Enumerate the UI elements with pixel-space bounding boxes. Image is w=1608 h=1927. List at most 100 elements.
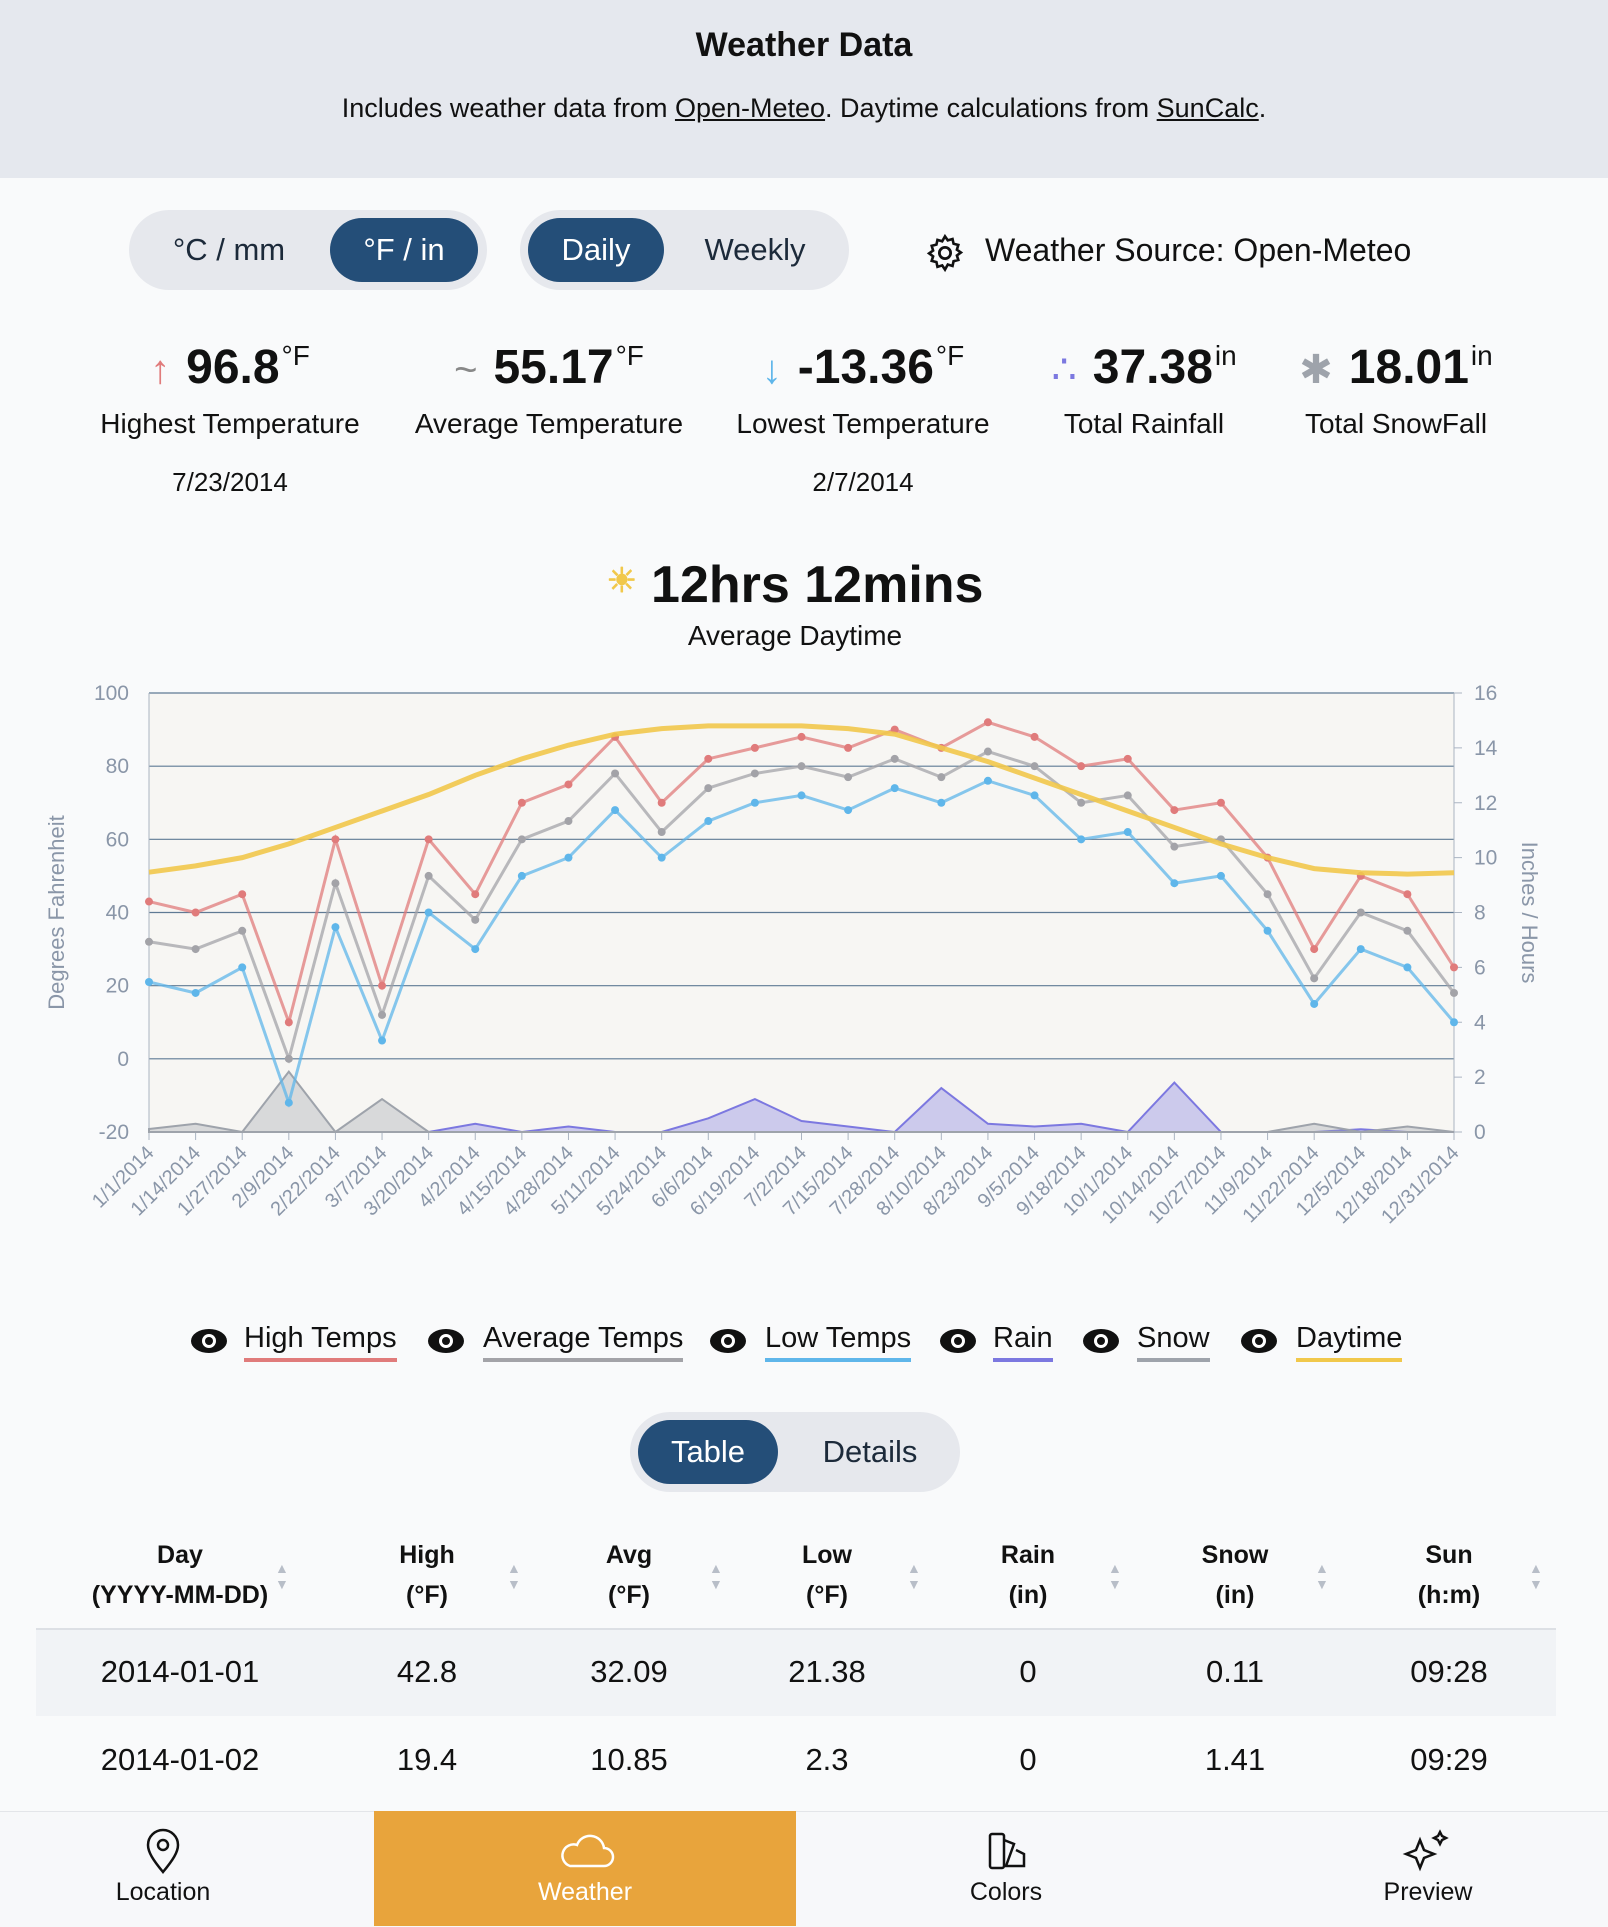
point — [378, 981, 387, 990]
area — [148, 1070, 1455, 1134]
nav-item[interactable]: Weather — [537, 1878, 633, 1906]
y2-tick-label: 14 — [1474, 737, 1498, 760]
stat-number: 18.01 — [1348, 341, 1469, 394]
header: Weather Data Includes weather data from … — [0, 0, 1608, 178]
subtitle: Includes weather data from Open-Meteo. D… — [342, 93, 1266, 124]
point — [1450, 1018, 1458, 1027]
eye-icon[interactable] — [938, 1326, 978, 1356]
y2-tick-label: 12 — [1474, 792, 1497, 815]
unit-toggle: °C / mm °F / in — [129, 210, 487, 290]
y-tick-label: 20 — [106, 975, 129, 998]
point — [983, 776, 992, 785]
view-option[interactable]: Details — [822, 1434, 918, 1469]
point — [1030, 791, 1039, 800]
table-cell: 19.4 — [396, 1742, 458, 1777]
legend-label: Average Temps — [483, 1322, 684, 1362]
eye-icon[interactable] — [189, 1326, 229, 1356]
point — [797, 762, 806, 771]
unit-option-selected[interactable]: °F / in — [330, 218, 478, 282]
table-header: Low (°F) — [802, 1535, 852, 1615]
sort-icon: ▲ ▼ — [709, 1560, 723, 1592]
stat-value: ✱ 18.01in — [1299, 340, 1492, 395]
stat-unit: in — [1214, 340, 1237, 371]
nav-item[interactable]: Location — [115, 1878, 211, 1906]
table-cell: 32.09 — [590, 1654, 668, 1689]
table-header: Sun (h:m) — [1418, 1535, 1480, 1615]
eye-icon[interactable] — [426, 1326, 466, 1356]
y2-tick-label: 0 — [1474, 1121, 1486, 1144]
period-option[interactable]: Weekly — [704, 232, 806, 267]
table-header: Snow (in) — [1202, 1535, 1269, 1615]
point — [191, 988, 200, 997]
point — [1356, 945, 1365, 954]
header-line: Sun — [1425, 1541, 1473, 1569]
eye-icon[interactable] — [1081, 1326, 1121, 1356]
gear-icon[interactable] — [924, 232, 966, 274]
sort-icon: ▲ ▼ — [1529, 1560, 1543, 1592]
stat-number: -13.36 — [797, 341, 934, 394]
stat-label: Lowest Temperature — [736, 408, 990, 439]
legend-entry[interactable]: Rain — [993, 1322, 1053, 1362]
weather-icon — [561, 1834, 615, 1868]
point — [937, 773, 946, 782]
point — [937, 798, 946, 807]
point — [1450, 963, 1458, 972]
stat-date: 2/7/2014 — [812, 467, 914, 497]
table-cell: 10.85 — [590, 1742, 668, 1777]
unit-option[interactable]: °C / mm — [172, 232, 286, 267]
weather-source[interactable]: Weather Source: Open-Meteo — [985, 232, 1412, 268]
point — [191, 945, 200, 954]
point — [1170, 842, 1179, 851]
point — [238, 963, 247, 972]
point — [424, 908, 433, 917]
point — [611, 806, 620, 815]
legend-entry[interactable]: High Temps — [244, 1322, 397, 1362]
point — [238, 926, 247, 935]
legend-entry[interactable]: Low Temps — [765, 1322, 912, 1362]
header-line: (YYYY-MM-DD) — [91, 1581, 269, 1609]
point — [471, 915, 480, 924]
y2-tick-label: 6 — [1474, 956, 1486, 979]
point — [1356, 908, 1365, 917]
stat-number: 96.8 — [186, 341, 280, 394]
point — [517, 835, 526, 844]
point — [517, 871, 526, 880]
y2-tick-label: 2 — [1474, 1066, 1486, 1089]
point — [1310, 974, 1319, 983]
point — [564, 780, 573, 789]
point — [145, 978, 153, 987]
period-option-selected[interactable]: Daily — [528, 218, 664, 282]
point — [1310, 945, 1319, 954]
nav-item[interactable]: Colors — [969, 1878, 1043, 1906]
eye-icon[interactable] — [1239, 1326, 1279, 1356]
point — [1123, 791, 1132, 800]
table-header: Rain (in) — [1001, 1535, 1055, 1615]
stat-number: 55.17 — [493, 341, 614, 394]
legend-entry[interactable]: Snow — [1137, 1322, 1210, 1362]
legend-label: Rain — [993, 1322, 1053, 1362]
table-header: Day (YYYY-MM-DD) — [92, 1535, 268, 1615]
point — [704, 754, 713, 763]
divider — [36, 1628, 1556, 1630]
stat-label: Total SnowFall — [1304, 408, 1488, 439]
legend-entry[interactable]: Average Temps — [483, 1322, 684, 1362]
point — [1403, 926, 1412, 935]
link[interactable]: Open-Meteo — [674, 93, 826, 123]
stat-label: Average Temperature — [414, 408, 684, 439]
legend-entry[interactable]: Daytime — [1296, 1322, 1403, 1362]
point — [1123, 754, 1132, 763]
point — [1216, 871, 1225, 880]
point — [284, 1098, 293, 1107]
link[interactable]: SunCalc — [1156, 93, 1259, 123]
point — [1403, 963, 1412, 972]
point — [471, 945, 480, 954]
stat-icon: ✱ — [1299, 348, 1333, 392]
eye-icon[interactable] — [708, 1326, 748, 1356]
view-option-selected[interactable]: Table — [638, 1420, 778, 1484]
nav-item[interactable]: Preview — [1383, 1878, 1473, 1906]
text: Includes weather data from — [341, 93, 675, 123]
point — [284, 1054, 293, 1063]
point — [1123, 828, 1132, 837]
table-cell: 1.41 — [1204, 1742, 1266, 1777]
point — [1216, 798, 1225, 807]
